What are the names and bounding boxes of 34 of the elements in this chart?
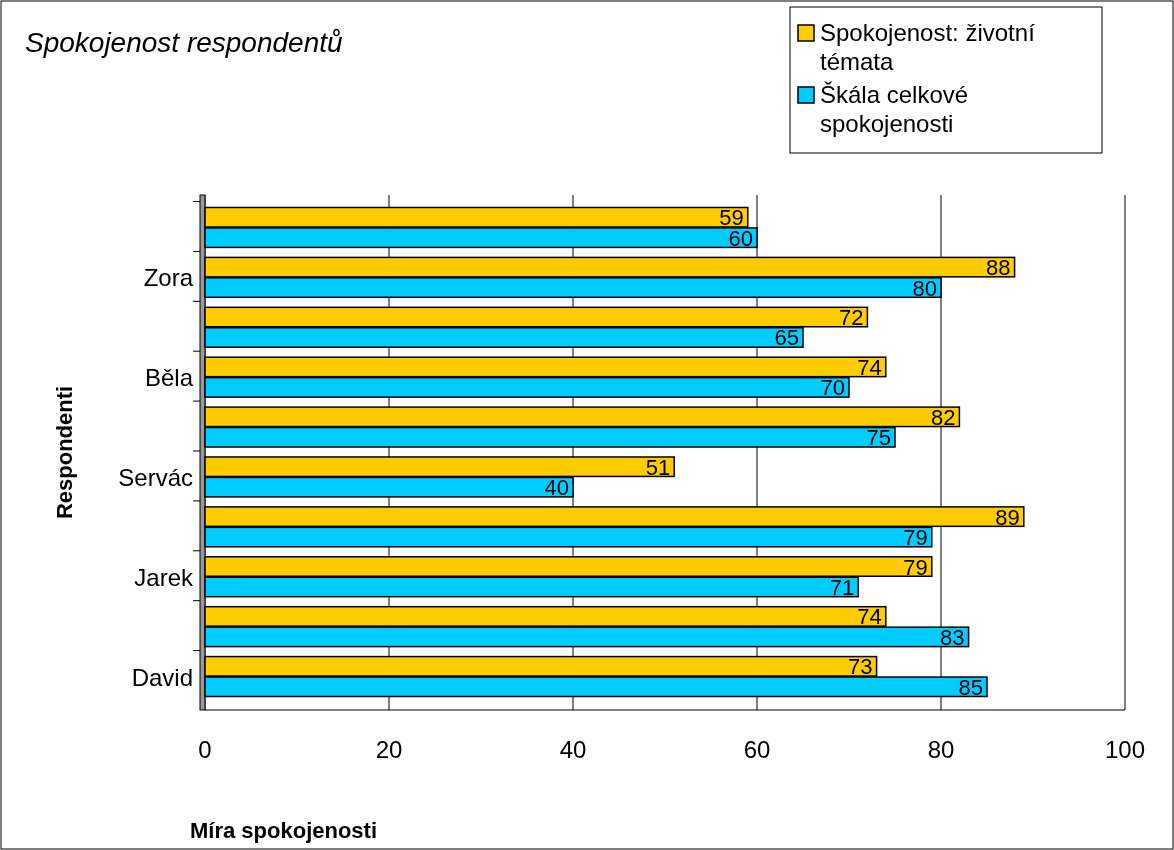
y-tick-label: Běla	[144, 364, 194, 392]
x-tick-label: 100	[1104, 736, 1146, 763]
data-label: 40	[544, 475, 569, 501]
chart-title: Spokojenost respondentů	[25, 27, 343, 58]
data-label: 73	[848, 654, 873, 680]
data-label: 89	[995, 504, 1020, 530]
data-label: 83	[940, 624, 965, 650]
x-tick-label: 60	[743, 736, 771, 763]
data-label: 74	[857, 604, 882, 630]
x-tick-label: 80	[927, 736, 955, 763]
data-label: 80	[912, 275, 937, 301]
data-label: 85	[958, 674, 983, 700]
y-tick-label: David	[131, 663, 193, 691]
y-tick-label: Servác	[118, 463, 193, 491]
data-label: 72	[838, 305, 864, 331]
data-label: 65	[774, 325, 799, 351]
legend-label: Škála celkové spokojenosti	[820, 81, 969, 137]
y-tick-label: Zora	[143, 264, 194, 292]
data-label: 88	[986, 255, 1011, 281]
y-tick-label: Jarek	[134, 563, 194, 591]
x-tick-label: 40	[559, 736, 587, 763]
data-label: 71	[829, 574, 855, 600]
data-label: 74	[857, 354, 882, 380]
data-label: 79	[903, 554, 928, 580]
data-label: 79	[903, 525, 928, 551]
legend-label: Spokojenost: životní témata	[820, 19, 1036, 75]
x-tick-label: 0	[198, 736, 212, 763]
data-label: 51	[645, 454, 671, 480]
data-label: 70	[820, 375, 845, 401]
x-axis-title: Míra spokojenosti	[190, 818, 378, 843]
x-tick-label: 20	[375, 736, 403, 763]
data-label: 75	[866, 425, 891, 451]
y-axis-title: Respondenti	[52, 385, 77, 520]
data-label: 82	[930, 404, 956, 430]
